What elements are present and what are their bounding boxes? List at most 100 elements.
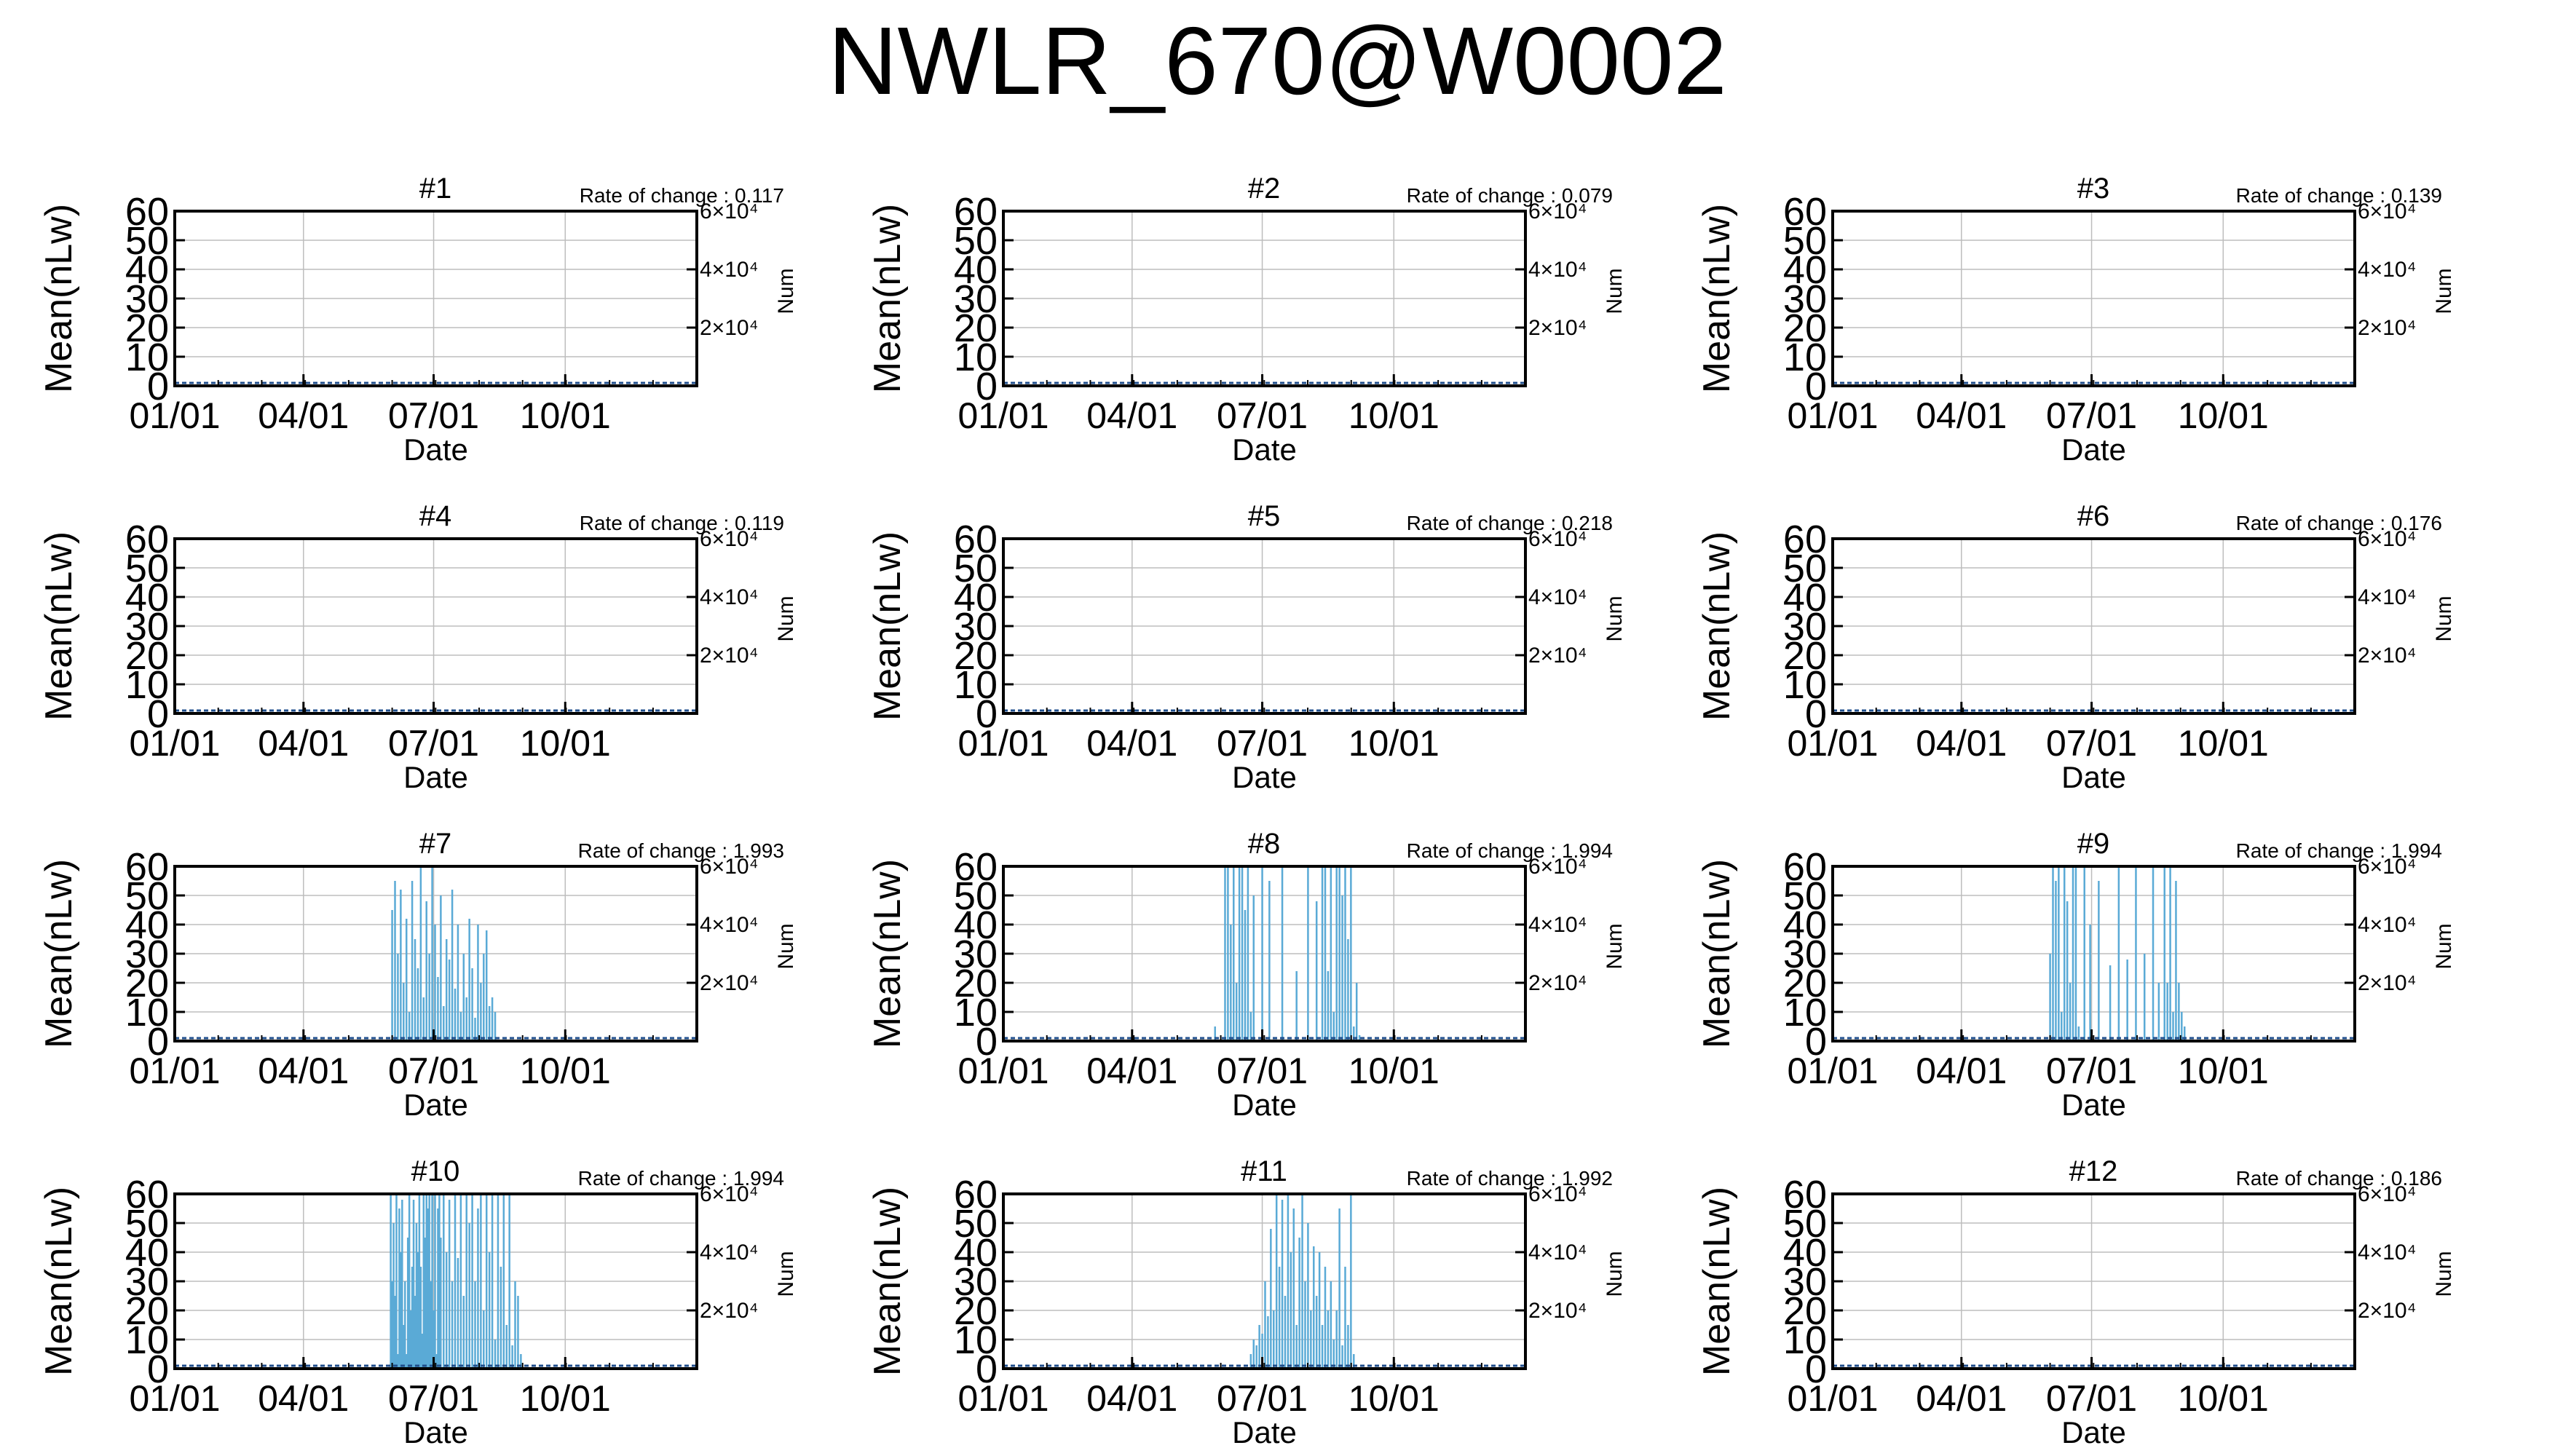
x-tick-label: 04/01: [258, 1051, 349, 1091]
x-tick-label: 07/01: [2046, 1051, 2137, 1091]
y2-tick-label: 6×10⁴: [1528, 855, 1587, 879]
y-tick-label: 60: [1783, 1173, 1827, 1216]
y2-tick-label: 4×10⁴: [2358, 258, 2416, 282]
x-axis-label: Date: [2061, 760, 2126, 794]
y-tick-label: 0: [1805, 1348, 1827, 1391]
rate-of-change-label: Rate of change : 1.994: [578, 1167, 784, 1190]
x-tick-label: 07/01: [1217, 395, 1308, 436]
rate-of-change-label: Rate of change : 1.994: [2236, 839, 2442, 862]
panel-title: #5: [1248, 500, 1281, 532]
x-tick-label: 01/01: [129, 723, 220, 764]
panel-title: #9: [2077, 828, 2110, 860]
x-tick-label: 07/01: [1217, 1051, 1308, 1091]
y-tick-label: 0: [147, 1020, 169, 1064]
y-tick-label: 10: [954, 991, 998, 1034]
y2-tick-label: 2×10⁴: [2358, 1299, 2416, 1323]
y-tick-label: 10: [125, 663, 169, 707]
y-tick-label: 30: [954, 1260, 998, 1304]
y-tick-label: 20: [1783, 962, 1827, 1005]
y-tick-label: 40: [125, 248, 169, 292]
y2-tick-label: 4×10⁴: [2358, 913, 2416, 937]
y-tick-label: 30: [125, 933, 169, 976]
y-tick-label: 20: [1783, 1289, 1827, 1333]
rate-of-change-label: Rate of change : 0.079: [1407, 184, 1613, 207]
page-title: NWLR_670@W0002: [828, 7, 1727, 114]
y2-tick-label: 4×10⁴: [700, 1241, 758, 1265]
y2-tick-label: 6×10⁴: [700, 199, 758, 223]
y-tick-label: 40: [1783, 248, 1827, 292]
rate-of-change-label: Rate of change : 0.186: [2236, 1167, 2442, 1190]
y-tick-label: 20: [125, 1289, 169, 1333]
rate-of-change-label: Rate of change : 0.119: [580, 512, 784, 534]
y-tick-label: 20: [954, 1289, 998, 1333]
x-tick-label: 01/01: [129, 1378, 220, 1419]
y-tick-label: 20: [125, 306, 169, 350]
y-tick-label: 50: [1783, 874, 1827, 918]
x-tick-label: 10/01: [1348, 723, 1440, 764]
y2-tick-label: 6×10⁴: [2358, 527, 2416, 551]
y-tick-label: 30: [1783, 605, 1827, 649]
x-tick-label: 01/01: [957, 1051, 1049, 1091]
y-tick-label: 60: [1783, 518, 1827, 561]
y-tick-label: 0: [1805, 365, 1827, 408]
x-tick-label: 10/01: [2178, 723, 2269, 764]
x-tick-label: 07/01: [388, 1378, 479, 1419]
y-tick-label: 50: [125, 1202, 169, 1246]
y2-axis-label: Num: [2432, 923, 2456, 969]
panel-title: #11: [1241, 1155, 1287, 1187]
y-tick-label: 30: [954, 933, 998, 976]
panel-title: #8: [1248, 828, 1281, 860]
y-tick-label: 0: [976, 692, 998, 736]
x-tick-label: 04/01: [1086, 1378, 1177, 1419]
rate-of-change-label: Rate of change : 0.218: [1407, 512, 1613, 534]
panel-title: #6: [2077, 500, 2110, 532]
y2-axis-label: Num: [774, 596, 798, 641]
x-tick-label: 04/01: [1086, 723, 1177, 764]
x-tick-label: 04/01: [258, 1378, 349, 1419]
y2-tick-label: 2×10⁴: [1528, 1299, 1587, 1323]
x-tick-label: 04/01: [1916, 1378, 2007, 1419]
y-tick-label: 10: [954, 663, 998, 707]
y2-tick-label: 4×10⁴: [700, 913, 758, 937]
y-tick-label: 60: [125, 1173, 169, 1216]
rate-of-change-label: Rate of change : 1.993: [578, 839, 784, 862]
y2-axis-label: Num: [2432, 596, 2456, 641]
y-axis-label: Mean(nLw): [38, 859, 80, 1048]
y-tick-label: 60: [125, 190, 169, 234]
y-tick-label: 40: [1783, 903, 1827, 947]
y2-tick-label: 2×10⁴: [700, 316, 758, 340]
y-tick-label: 20: [125, 634, 169, 678]
y2-tick-label: 4×10⁴: [1528, 585, 1587, 609]
x-tick-label: 01/01: [957, 395, 1049, 436]
x-tick-label: 01/01: [1787, 1378, 1878, 1419]
y-tick-label: 50: [954, 1202, 998, 1246]
y-tick-label: 60: [125, 845, 169, 889]
y-tick-label: 30: [954, 277, 998, 321]
panel-title: #2: [1248, 173, 1281, 205]
y-tick-label: 40: [954, 903, 998, 947]
y2-tick-label: 6×10⁴: [1528, 1182, 1587, 1206]
y2-tick-label: 6×10⁴: [700, 855, 758, 879]
y2-tick-label: 2×10⁴: [1528, 971, 1587, 995]
y2-tick-label: 6×10⁴: [1528, 527, 1587, 551]
y2-axis-label: Num: [774, 1251, 798, 1297]
panel-title: #12: [2069, 1155, 2118, 1187]
y2-tick-label: 4×10⁴: [2358, 1241, 2416, 1265]
x-tick-label: 07/01: [1217, 723, 1308, 764]
y2-tick-label: 2×10⁴: [700, 644, 758, 668]
x-axis-label: Date: [2061, 1088, 2126, 1122]
y-axis-label: Mean(nLw): [38, 1187, 80, 1376]
x-axis-label: Date: [2061, 432, 2126, 467]
panel-title: #3: [2077, 173, 2110, 205]
panel-title: #4: [419, 500, 452, 532]
y-tick-label: 40: [954, 1231, 998, 1275]
y-tick-label: 30: [1783, 1260, 1827, 1304]
y2-tick-label: 6×10⁴: [700, 1182, 758, 1206]
y2-tick-label: 2×10⁴: [1528, 644, 1587, 668]
y2-tick-label: 2×10⁴: [2358, 971, 2416, 995]
x-tick-label: 10/01: [520, 723, 611, 764]
